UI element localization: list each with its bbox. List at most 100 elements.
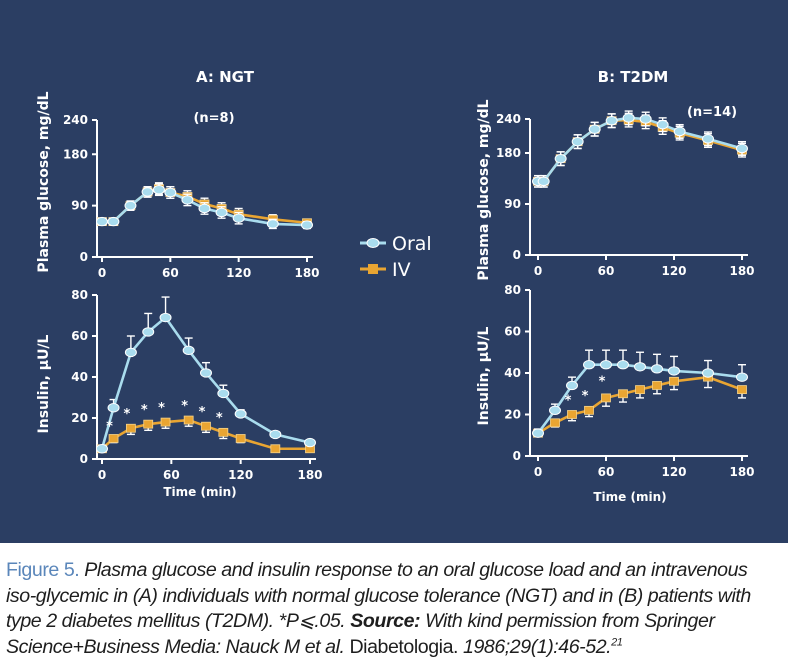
data-point — [669, 376, 679, 386]
series-line — [538, 116, 743, 183]
data-point — [107, 216, 120, 227]
chart-annotation-n: (n=8) — [193, 111, 234, 126]
chart-title: B: T2DM — [598, 68, 669, 86]
caption-source-text: With kind permission from Springer Scien… — [6, 610, 715, 658]
data-point — [605, 116, 618, 126]
y-tick-label: 180 — [63, 147, 88, 161]
x-tick-label: 60 — [162, 266, 179, 280]
data-point — [152, 184, 165, 195]
data-point — [217, 388, 230, 399]
data-point — [652, 381, 662, 390]
data-point — [583, 360, 595, 370]
chart-A-insulin: 0 20 40 60 80 0 60 120 180 Insulin, μU/L Time (min… — [36, 288, 323, 499]
data-point — [656, 119, 669, 130]
data-point — [588, 124, 601, 134]
data-point — [651, 364, 663, 374]
x-axis-label: Time (min) — [593, 490, 666, 504]
y-tick-label: 180 — [496, 146, 521, 160]
data-point — [304, 437, 316, 448]
y-tick-label: 40 — [71, 370, 88, 384]
data-point — [215, 207, 228, 218]
significance-marker: * — [123, 407, 130, 422]
data-point — [269, 429, 282, 440]
data-point — [566, 380, 578, 391]
data-point — [600, 360, 612, 370]
data-point — [96, 216, 108, 227]
chart-B-glucose: B: T2DM (n=14) 0 90 180 240 0 60 120 180 Plasma gl… — [476, 68, 755, 281]
data-point — [160, 417, 171, 427]
data-point — [232, 213, 245, 223]
data-point — [96, 444, 108, 454]
significance-marker: * — [565, 393, 572, 408]
series-oral — [96, 296, 316, 454]
x-axis-label: Time (min) — [163, 485, 236, 499]
y-tick-label: 80 — [71, 288, 88, 302]
data-point — [736, 143, 748, 154]
x-tick-label: 120 — [661, 264, 686, 278]
data-point — [182, 345, 195, 356]
caption-journal: Diabetologia. — [349, 635, 459, 658]
data-point — [124, 200, 137, 211]
data-point — [234, 409, 247, 419]
data-point — [141, 187, 154, 197]
y-tick-label: 240 — [63, 113, 88, 127]
chart-annotation-n: (n=14) — [687, 105, 737, 120]
x-tick-label: 0 — [98, 468, 106, 482]
data-point — [107, 403, 120, 413]
series-iv — [533, 112, 747, 188]
data-point — [601, 393, 611, 403]
data-point — [124, 347, 137, 358]
data-point — [235, 434, 246, 443]
caption-description: Plasma glucose and insulin response to a… — [6, 559, 751, 632]
data-point — [549, 405, 561, 416]
x-tick-label: 180 — [297, 468, 322, 482]
x-tick-label: 0 — [534, 264, 542, 278]
data-point — [164, 187, 177, 198]
y-axis-label: Insulin, μU/L — [476, 326, 492, 425]
data-point — [567, 410, 577, 419]
x-tick-label: 60 — [598, 465, 615, 479]
y-tick-label: 0 — [513, 248, 521, 262]
y-tick-label: 20 — [504, 408, 521, 422]
data-point — [622, 113, 635, 123]
x-tick-label: 0 — [534, 465, 542, 479]
data-point — [736, 372, 748, 382]
data-point — [737, 385, 747, 395]
data-point — [301, 220, 313, 230]
x-tick-label: 180 — [729, 264, 754, 278]
data-point — [266, 219, 279, 229]
data-point — [218, 427, 229, 437]
data-point — [537, 176, 550, 187]
significance-marker: * — [216, 411, 223, 426]
data-point — [550, 418, 560, 428]
significance-marker: * — [599, 375, 606, 390]
data-point — [634, 362, 646, 372]
caption-figure-label: Figure 5. — [6, 559, 80, 581]
significance-marker: * — [106, 419, 113, 434]
figure-panel: A: NGT (n=8) 0 90 180 240 0 60 120 180 Plasma gluc… — [0, 0, 788, 543]
data-point — [142, 327, 155, 337]
y-tick-label: 60 — [504, 325, 521, 339]
y-tick-label: 0 — [80, 452, 88, 466]
legend-label-oral: Oral — [392, 233, 432, 255]
y-tick-label: 60 — [71, 329, 88, 343]
x-tick-label: 180 — [729, 465, 754, 479]
legend-marker-oral — [366, 238, 380, 248]
data-point — [270, 444, 281, 454]
series-oral — [532, 110, 748, 188]
data-point — [584, 405, 594, 415]
data-point — [702, 368, 714, 378]
data-point — [159, 312, 172, 323]
caption-source-label: Source: — [350, 610, 421, 632]
x-tick-label: 120 — [661, 465, 686, 479]
data-point — [201, 421, 211, 431]
y-tick-label: 90 — [504, 197, 521, 211]
significance-marker: * — [181, 399, 188, 414]
significance-marker: * — [199, 405, 206, 420]
data-point — [532, 428, 544, 438]
chart-A-glucose: A: NGT (n=8) 0 90 180 240 0 60 120 180 Plasma gluc… — [36, 68, 320, 280]
series-oral — [532, 349, 748, 438]
data-point — [183, 415, 194, 425]
y-tick-label: 0 — [80, 250, 88, 264]
y-tick-label: 240 — [496, 112, 521, 126]
